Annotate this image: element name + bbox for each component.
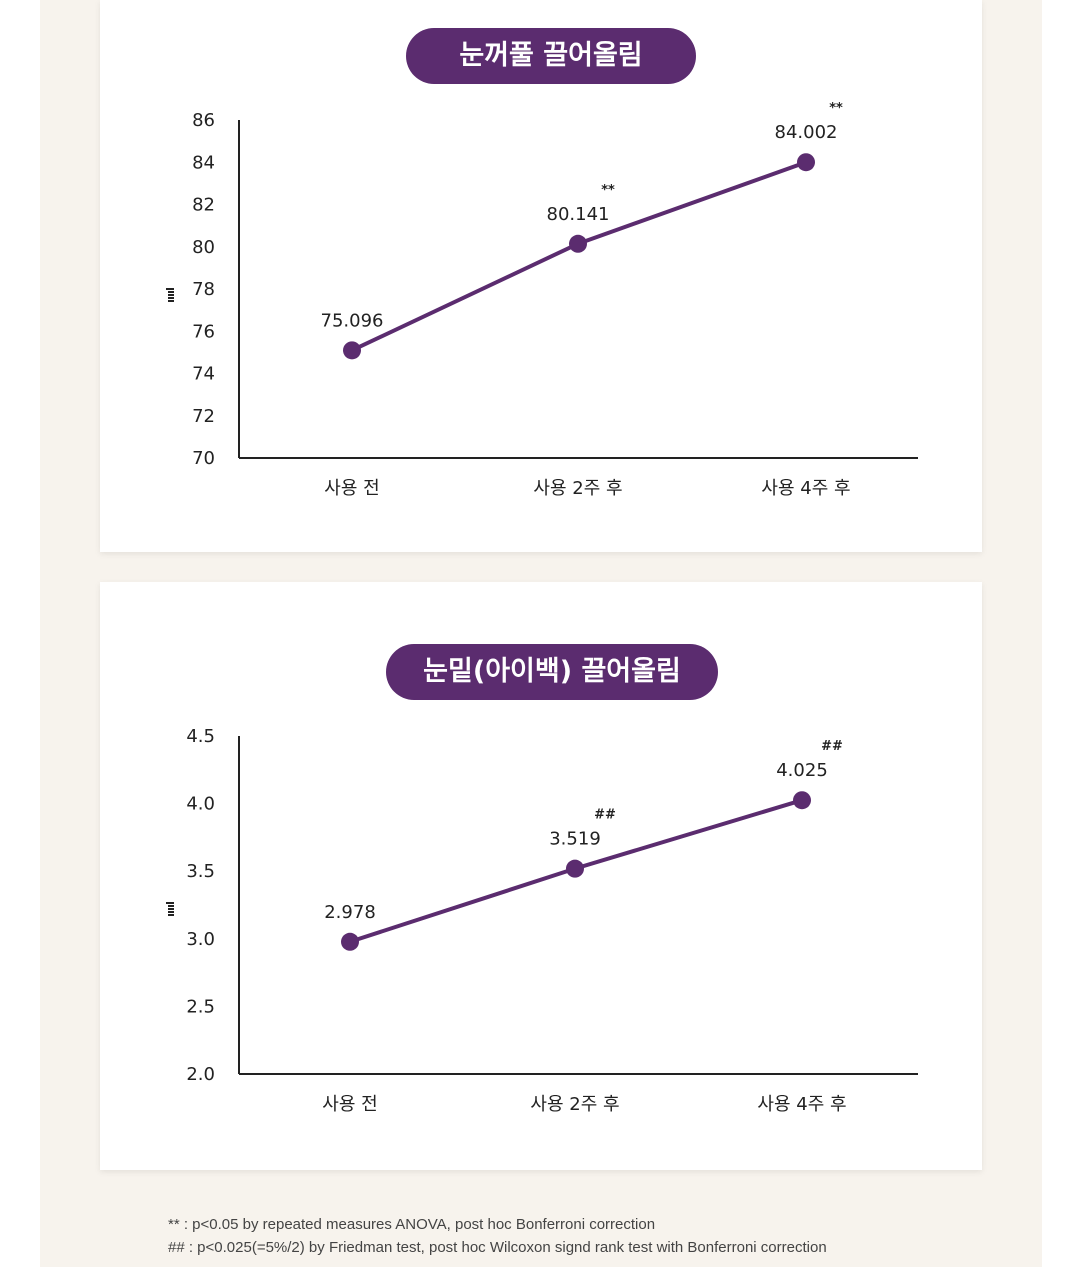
data-point xyxy=(793,791,811,810)
y-tick-label: 4.5 xyxy=(186,726,215,747)
data-point xyxy=(569,234,587,253)
y-unit-glyph-bar xyxy=(168,905,174,907)
y-tick-label: 82 xyxy=(192,195,215,216)
data-point xyxy=(343,341,361,360)
data-point xyxy=(341,932,359,951)
significance-mark: ** xyxy=(829,101,843,116)
y-unit-glyph-bar xyxy=(168,911,174,913)
y-tick-label: 72 xyxy=(192,406,215,427)
significance-mark: ## xyxy=(594,808,616,823)
y-unit-glyph-bar xyxy=(168,294,174,296)
y-tick-label: 2.5 xyxy=(186,996,215,1017)
y-unit-glyph-bar xyxy=(166,902,174,904)
y-tick-label: 86 xyxy=(192,110,215,131)
y-tick-label: 74 xyxy=(192,364,215,385)
data-label: 4.025 xyxy=(776,760,828,781)
x-tick-label: 사용 4주 후 xyxy=(757,1094,846,1115)
y-tick-label: 3.5 xyxy=(186,861,215,882)
y-tick-label: 70 xyxy=(192,448,215,469)
y-tick-label: 4.0 xyxy=(186,794,215,815)
x-tick-label: 사용 2주 후 xyxy=(530,1094,619,1115)
y-unit-glyph xyxy=(166,902,174,916)
y-tick-label: 76 xyxy=(192,321,215,342)
y-unit-glyph xyxy=(166,288,174,302)
line-chart-eyebag: 2.0 2.5 3.0 3.5 4.0 4.5 사용 전 사용 2주 후 사용 4주 후 2.97… xyxy=(166,726,918,1115)
x-tick-label: 사용 전 xyxy=(322,1094,377,1115)
chart-title-eyelid: 눈꺼풀 끌어올림 xyxy=(406,28,696,84)
footnote-anova: ** : p<0.05 by repeated measures ANOVA, … xyxy=(168,1216,656,1233)
y-unit-glyph-bar xyxy=(168,297,174,299)
y-tick-label: 78 xyxy=(192,279,215,300)
significance-mark: ** xyxy=(601,183,615,198)
significance-mark: ## xyxy=(821,739,843,754)
y-unit-glyph-bar xyxy=(166,288,174,290)
line-chart-eyelid: 70 72 74 76 78 80 82 84 86 사용 전 사용 2주 후 사용 4주 후 75.0… xyxy=(166,101,918,499)
data-point xyxy=(797,153,815,172)
footnote-friedman: ## : p<0.025(=5%/2) by Friedman test, po… xyxy=(168,1239,827,1256)
chart-title-eyebag: 눈밑(아이백) 끌어올림 xyxy=(386,644,718,700)
y-tick-label: 84 xyxy=(192,152,215,173)
y-tick-label: 80 xyxy=(192,237,215,258)
chart-card-eyelid xyxy=(100,0,982,552)
y-unit-glyph-bar xyxy=(168,300,174,302)
data-label: 80.141 xyxy=(547,204,610,225)
data-label: 3.519 xyxy=(549,829,601,850)
y-unit-glyph-bar xyxy=(168,914,174,916)
x-tick-label: 사용 4주 후 xyxy=(761,478,850,499)
x-tick-label: 사용 2주 후 xyxy=(533,478,622,499)
data-label: 75.096 xyxy=(321,310,384,331)
x-tick-label: 사용 전 xyxy=(324,478,379,499)
y-unit-glyph-bar xyxy=(168,908,174,910)
data-label: 2.978 xyxy=(324,902,376,923)
y-tick-label: 3.0 xyxy=(186,929,215,950)
y-unit-glyph-bar xyxy=(168,291,174,293)
data-label: 84.002 xyxy=(775,122,838,143)
data-point xyxy=(566,859,584,878)
y-tick-label: 2.0 xyxy=(186,1064,215,1085)
